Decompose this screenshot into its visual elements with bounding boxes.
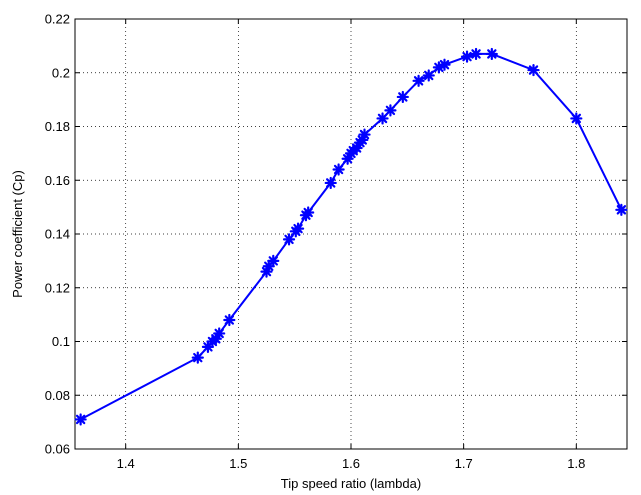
data-point	[469, 47, 483, 61]
x-tick-label: 1.5	[229, 456, 247, 471]
data-point	[332, 163, 345, 176]
data-point	[438, 58, 451, 71]
y-tick-label: 0.08	[45, 388, 70, 403]
x-tick-label: 1.4	[117, 456, 135, 471]
data-point	[460, 50, 474, 63]
data-point	[412, 74, 425, 87]
data-point	[223, 313, 236, 327]
data-point	[324, 176, 337, 190]
data-point	[291, 222, 305, 235]
data-point	[74, 413, 87, 426]
x-axis-label: Tip speed ratio (lambda)	[281, 476, 421, 491]
y-tick-label: 0.16	[45, 173, 70, 188]
data-point	[485, 47, 498, 61]
y-tick-label: 0.14	[45, 227, 70, 242]
y-axis-label: Power coefficient (Cp)	[10, 170, 25, 298]
data-point	[201, 340, 215, 353]
y-tick-labels: 0.06 0.08 0.1 0.12 0.14 0.16 0.18 0.2 0.22	[45, 12, 70, 457]
data-point	[570, 112, 583, 125]
data-point	[384, 104, 397, 117]
series-line	[80, 52, 623, 421]
data-point	[358, 128, 371, 141]
y-tick-label: 0.12	[45, 280, 70, 295]
y-tick-label: 0.06	[45, 442, 70, 457]
data-point	[213, 327, 226, 340]
data-point	[262, 260, 275, 273]
data-point	[191, 351, 204, 364]
y-tick-label: 0.18	[45, 119, 70, 134]
x-tick-label: 1.7	[455, 456, 473, 471]
data-point	[527, 63, 540, 77]
data-point	[302, 206, 315, 219]
data-point	[396, 90, 409, 104]
y-tick-label: 0.2	[52, 65, 70, 80]
x-tick-label: 1.8	[567, 456, 585, 471]
series-markers	[74, 47, 628, 426]
data-point	[376, 112, 389, 125]
y-tick-label: 0.22	[45, 12, 70, 27]
tick-marks	[75, 18, 627, 450]
data-point	[282, 233, 296, 246]
x-tick-labels: 1.4 1.5 1.6 1.7 1.8	[117, 456, 586, 471]
x-tick-label: 1.6	[342, 456, 360, 471]
data-point	[267, 254, 280, 267]
data-point	[615, 203, 628, 216]
data-point	[422, 69, 435, 82]
y-tick-label: 0.1	[52, 334, 70, 349]
